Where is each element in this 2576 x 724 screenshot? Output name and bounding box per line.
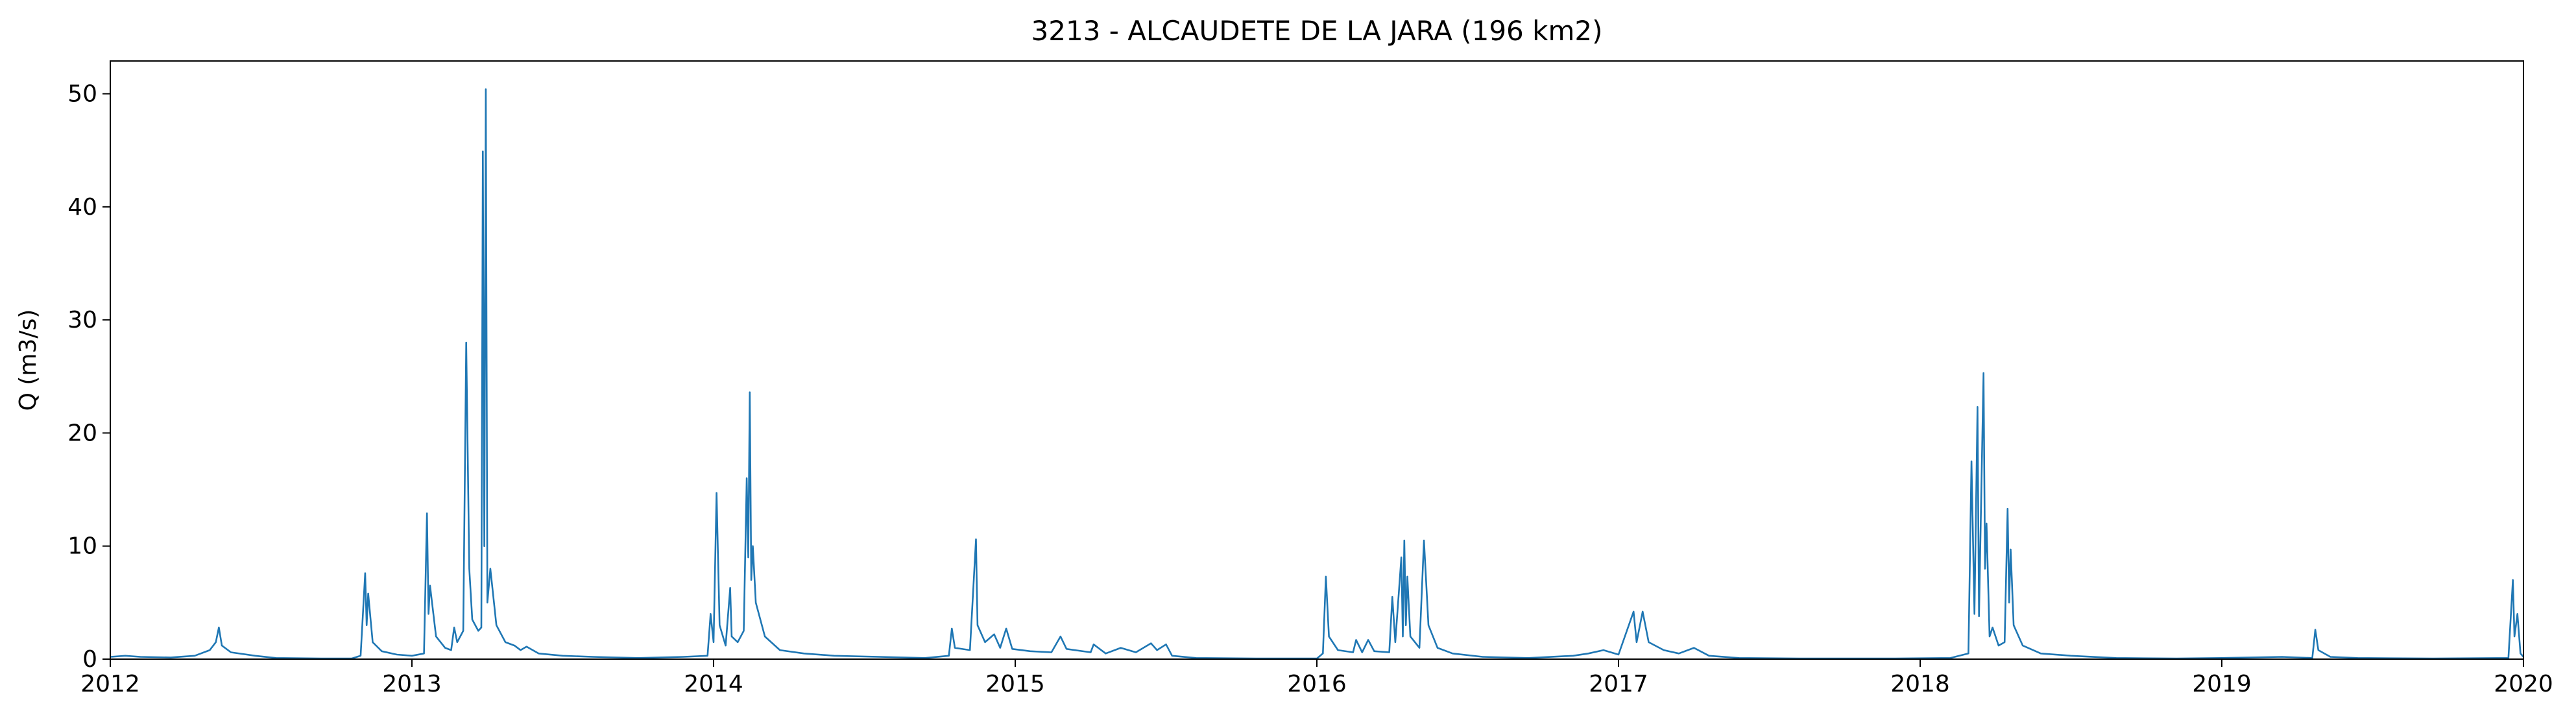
plot-frame xyxy=(110,60,2524,660)
x-tick-label: 2017 xyxy=(1589,671,1648,697)
x-tick-label: 2012 xyxy=(80,671,140,697)
y-tick-label: 0 xyxy=(82,646,97,673)
x-tick-label: 2018 xyxy=(1890,671,1950,697)
y-tick-label: 30 xyxy=(67,307,97,333)
y-tick-label: 20 xyxy=(67,420,97,446)
chart-title: 3213 - ALCAUDETE DE LA JARA (196 km2) xyxy=(1031,15,1603,47)
x-tick-label: 2013 xyxy=(382,671,442,697)
x-tick-label: 2016 xyxy=(1287,671,1347,697)
y-tick-label: 10 xyxy=(67,533,97,560)
data-line xyxy=(110,88,2524,660)
x-tick-label: 2014 xyxy=(684,671,743,697)
x-tick-label: 2019 xyxy=(2192,671,2252,697)
x-tick-label: 2015 xyxy=(985,671,1045,697)
y-tick-label: 50 xyxy=(67,81,97,108)
y-axis-label: Q (m3/s) xyxy=(15,309,42,411)
x-tick-label: 2020 xyxy=(2494,671,2553,697)
y-tick-label: 40 xyxy=(67,194,97,221)
